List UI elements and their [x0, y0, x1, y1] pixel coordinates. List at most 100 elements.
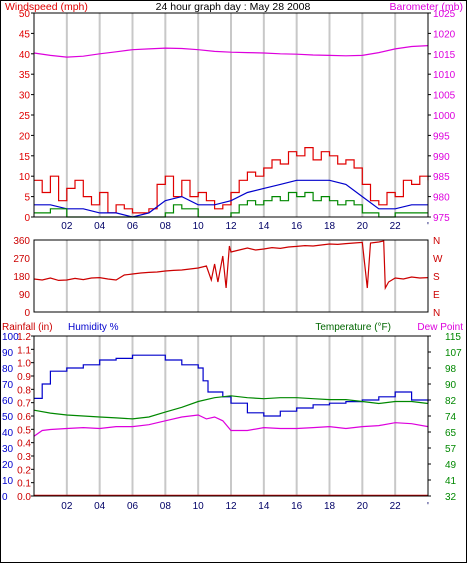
rainfall-axis-label: Rainfall (in) — [2, 322, 53, 333]
wind-panel-ticks: 0510152025303540455097598098599099510001… — [19, 9, 456, 232]
x-tick-label: 18 — [324, 221, 336, 232]
temperature-tick: 32 — [445, 492, 457, 503]
x-tick-label: 16 — [291, 501, 303, 512]
rainfall-tick: 1.1 — [17, 345, 31, 356]
barometer-tick: 1020 — [433, 29, 456, 40]
direction-compass-tick: N — [433, 308, 440, 319]
temperature-tick: 98 — [445, 364, 457, 375]
rainfall-tick: 0.5 — [17, 425, 31, 436]
windspeed-tick: 50 — [19, 9, 31, 20]
windspeed-axis-label: Windspeed (mph) — [5, 1, 88, 13]
humidity-tick: 30 — [2, 444, 14, 455]
rainfall-tick: 0.4 — [17, 439, 31, 450]
windspeed-tick: 45 — [19, 29, 31, 40]
windspeed-tick: 30 — [19, 91, 31, 102]
x-tick-label: 04 — [94, 501, 106, 512]
x-tick-label: 14 — [258, 221, 270, 232]
direction-degree-tick: 270 — [13, 254, 30, 265]
barometer-tick: 1015 — [433, 50, 456, 61]
x-tick-label: 16 — [291, 221, 303, 232]
humidity-tick: 0 — [2, 492, 8, 503]
rainfall-tick: 0.2 — [17, 465, 31, 476]
barometer-tick: 990 — [433, 152, 450, 163]
series-direction — [33, 240, 429, 291]
x-tick-label: 20 — [357, 221, 369, 232]
x-tick-label: ' — [427, 501, 429, 512]
temperature-tick: 107 — [445, 348, 462, 359]
rainfall-tick: 0.8 — [17, 385, 31, 396]
rainfall-tick: 0.1 — [17, 479, 31, 490]
humidity-axis-label: Humidity % — [68, 322, 119, 333]
barometer-tick: 1005 — [433, 91, 456, 102]
direction-compass-tick: E — [433, 290, 440, 301]
windspeed-tick: 25 — [19, 111, 31, 122]
temperature-tick: 82 — [445, 396, 457, 407]
x-tick-label: 18 — [324, 501, 336, 512]
humidity-tick: 70 — [2, 380, 14, 391]
rainfall-tick: 0.3 — [17, 452, 31, 463]
windspeed-tick: 15 — [19, 152, 31, 163]
humidity-tick: 50 — [2, 412, 14, 423]
series-wind_avg — [34, 179, 428, 218]
series-temperature — [33, 395, 429, 420]
humidity-tick: 90 — [2, 348, 14, 359]
humidity-tick: 20 — [2, 460, 14, 471]
windspeed-tick: 40 — [19, 50, 31, 61]
direction-degree-tick: 180 — [13, 272, 30, 283]
barometer-tick: 980 — [433, 193, 450, 204]
humidity-tick: 10 — [2, 476, 14, 487]
barometer-tick: 985 — [433, 172, 450, 183]
direction-compass-tick: W — [433, 254, 443, 265]
dewpoint-axis-label: Dew Point — [417, 322, 463, 333]
humidity-tick: 60 — [2, 396, 14, 407]
x-tick-label: 02 — [61, 221, 73, 232]
x-tick-label: 14 — [258, 501, 270, 512]
temperature-tick: 115 — [445, 332, 461, 343]
humidity-panel-series — [33, 354, 429, 496]
direction-compass-tick: N — [433, 236, 440, 247]
direction-panel-grid — [65, 240, 397, 312]
humidity-tick: 40 — [2, 428, 14, 439]
direction-compass-tick: S — [433, 272, 440, 283]
temperature-tick: 57 — [445, 444, 457, 455]
x-tick-label: 02 — [61, 501, 73, 512]
temperature-axis-label: Temperature (°F) — [315, 322, 391, 333]
rainfall-tick: 1.2 — [17, 332, 31, 343]
temperature-tick: 74 — [445, 412, 457, 423]
x-tick-label: 08 — [160, 221, 172, 232]
humidity-panel-grid — [65, 336, 397, 496]
barometer-tick: 1010 — [433, 70, 456, 81]
rainfall-tick: 1.0 — [17, 359, 31, 370]
x-tick-label: 22 — [390, 501, 402, 512]
temperature-tick: 41 — [445, 476, 457, 487]
x-tick-label: 06 — [127, 221, 139, 232]
x-tick-label: 10 — [193, 501, 205, 512]
humidity-tick: 80 — [2, 364, 14, 375]
windspeed-tick: 5 — [24, 193, 30, 204]
x-tick-label: 22 — [390, 221, 402, 232]
x-tick-label: 12 — [225, 221, 237, 232]
rainfall-tick: 0.0 — [17, 492, 31, 503]
rainfall-tick: 0.9 — [17, 372, 31, 383]
series-barometer — [33, 45, 429, 58]
direction-degree-tick: 360 — [13, 236, 30, 247]
x-tick-label: 08 — [160, 501, 172, 512]
windspeed-tick: 35 — [19, 70, 31, 81]
windspeed-tick: 0 — [24, 213, 30, 224]
x-tick-label: 10 — [193, 221, 205, 232]
graph-title: 24 hour graph day : May 28 2008 — [156, 1, 311, 13]
temperature-tick: 49 — [445, 460, 457, 471]
barometer-tick: 1025 — [433, 9, 456, 20]
windspeed-tick: 10 — [19, 172, 31, 183]
wind-panel-series — [33, 45, 429, 218]
barometer-tick: 1000 — [433, 111, 456, 122]
x-tick-label: 04 — [94, 221, 106, 232]
barometer-tick: 975 — [433, 213, 450, 224]
direction-panel-frame — [33, 239, 429, 313]
x-tick-label: 20 — [357, 501, 369, 512]
rainfall-tick: 0.7 — [17, 399, 31, 410]
temperature-tick: 65 — [445, 428, 457, 439]
